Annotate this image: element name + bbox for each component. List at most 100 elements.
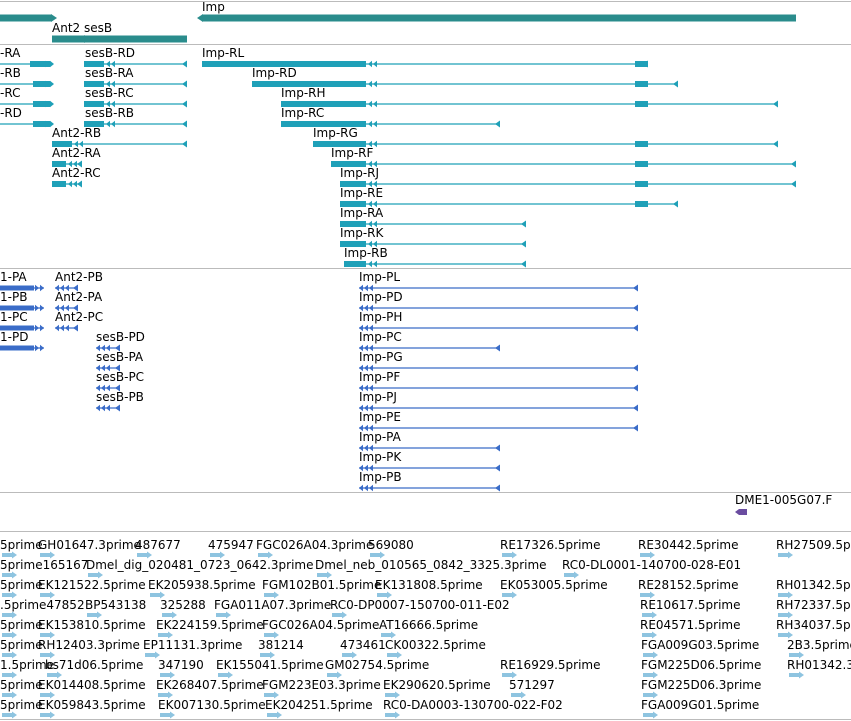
- mrna-exon[interactable]: [84, 101, 104, 107]
- strand-arrow[interactable]: [368, 200, 372, 208]
- strand-arrow[interactable]: [495, 464, 500, 472]
- strand-arrow[interactable]: [65, 284, 69, 292]
- strand-arrow[interactable]: [98, 571, 103, 579]
- strand-arrow[interactable]: [380, 551, 385, 559]
- mrna-exon[interactable]: [635, 61, 648, 67]
- strand-arrow[interactable]: [368, 240, 372, 248]
- est-feature[interactable]: [640, 593, 650, 597]
- strand-arrow[interactable]: [147, 551, 152, 559]
- strand-arrow[interactable]: [359, 324, 363, 332]
- strand-arrow[interactable]: [387, 591, 392, 599]
- est-feature[interactable]: [40, 593, 50, 597]
- strand-arrow[interactable]: [73, 160, 77, 168]
- est-feature[interactable]: [87, 613, 97, 617]
- strand-arrow[interactable]: [182, 80, 187, 88]
- strand-arrow[interactable]: [495, 444, 500, 452]
- strand-arrow[interactable]: [368, 80, 372, 88]
- strand-arrow[interactable]: [115, 344, 120, 352]
- est-feature[interactable]: [264, 693, 274, 697]
- est-feature[interactable]: [264, 633, 274, 637]
- strand-arrow[interactable]: [495, 344, 500, 352]
- strand-arrow[interactable]: [50, 691, 55, 699]
- est-feature[interactable]: [640, 553, 650, 557]
- strand-arrow[interactable]: [111, 60, 115, 68]
- strand-arrow[interactable]: [633, 384, 638, 392]
- strand-arrow[interactable]: [368, 100, 372, 108]
- strand-arrow[interactable]: [111, 120, 115, 128]
- strand-arrow[interactable]: [50, 591, 55, 599]
- est-feature[interactable]: [643, 693, 653, 697]
- strand-arrow[interactable]: [106, 80, 110, 88]
- strand-arrow[interactable]: [74, 140, 78, 148]
- strand-arrow[interactable]: [788, 551, 793, 559]
- strand-arrow[interactable]: [337, 671, 342, 679]
- strand-arrow[interactable]: [373, 120, 377, 128]
- strand-arrow[interactable]: [359, 484, 363, 492]
- strand-arrow[interactable]: [364, 404, 368, 412]
- est-feature[interactable]: [385, 693, 395, 697]
- strand-arrow[interactable]: [226, 611, 231, 619]
- strand-arrow[interactable]: [168, 631, 173, 639]
- strand-arrow[interactable]: [40, 304, 44, 312]
- strand-arrow[interactable]: [368, 140, 372, 148]
- strand-arrow[interactable]: [170, 711, 175, 719]
- strand-arrow[interactable]: [50, 100, 54, 108]
- strand-arrow[interactable]: [368, 180, 372, 188]
- strand-arrow[interactable]: [391, 631, 396, 639]
- est-feature[interactable]: [511, 693, 521, 697]
- strand-arrow[interactable]: [35, 344, 39, 352]
- protein-exon[interactable]: [0, 285, 34, 291]
- strand-arrow[interactable]: [643, 60, 648, 68]
- strand-arrow[interactable]: [51, 14, 57, 22]
- strand-arrow[interactable]: [364, 444, 368, 452]
- strand-arrow[interactable]: [12, 691, 17, 699]
- strand-arrow[interactable]: [68, 160, 72, 168]
- strand-arrow[interactable]: [45, 60, 49, 68]
- protein-exon[interactable]: [0, 325, 34, 331]
- est-feature[interactable]: [162, 613, 172, 617]
- strand-arrow[interactable]: [12, 591, 17, 599]
- strand-arrow[interactable]: [115, 384, 120, 392]
- mrna-exon[interactable]: [635, 161, 648, 167]
- mrna-exon[interactable]: [331, 161, 366, 167]
- strand-arrow[interactable]: [373, 140, 377, 148]
- strand-arrow[interactable]: [653, 671, 658, 679]
- strand-arrow[interactable]: [359, 384, 363, 392]
- strand-arrow[interactable]: [274, 591, 279, 599]
- strand-arrow[interactable]: [368, 60, 372, 68]
- strand-arrow[interactable]: [115, 364, 120, 372]
- strand-arrow[interactable]: [73, 180, 77, 188]
- strand-arrow[interactable]: [512, 591, 517, 599]
- strand-arrow[interactable]: [373, 180, 377, 188]
- strand-arrow[interactable]: [359, 444, 363, 452]
- est-feature[interactable]: [267, 713, 277, 717]
- strand-arrow[interactable]: [791, 160, 796, 168]
- strand-arrow[interactable]: [50, 651, 55, 659]
- strand-arrow[interactable]: [373, 240, 377, 248]
- strand-arrow[interactable]: [182, 100, 187, 108]
- est-feature[interactable]: [2, 673, 12, 677]
- est-feature[interactable]: [778, 553, 788, 557]
- strand-arrow[interactable]: [788, 591, 793, 599]
- mrna-exon[interactable]: [281, 121, 366, 127]
- est-feature[interactable]: [145, 653, 155, 657]
- mrna-exon[interactable]: [340, 181, 366, 187]
- strand-arrow[interactable]: [65, 304, 69, 312]
- est-feature[interactable]: [377, 593, 387, 597]
- est-feature[interactable]: [342, 653, 352, 657]
- strand-arrow[interactable]: [369, 304, 373, 312]
- est-feature[interactable]: [642, 613, 652, 617]
- mrna-exon[interactable]: [281, 101, 366, 107]
- strand-arrow[interactable]: [673, 200, 678, 208]
- est-feature[interactable]: [2, 553, 12, 557]
- strand-arrow[interactable]: [359, 404, 363, 412]
- strand-arrow[interactable]: [653, 691, 658, 699]
- strand-arrow[interactable]: [45, 120, 49, 128]
- strand-arrow[interactable]: [111, 100, 115, 108]
- strand-arrow[interactable]: [369, 324, 373, 332]
- strand-arrow[interactable]: [50, 80, 54, 88]
- strand-arrow[interactable]: [369, 364, 373, 372]
- strand-arrow[interactable]: [368, 160, 372, 168]
- strand-arrow[interactable]: [799, 651, 804, 659]
- est-feature[interactable]: [370, 553, 380, 557]
